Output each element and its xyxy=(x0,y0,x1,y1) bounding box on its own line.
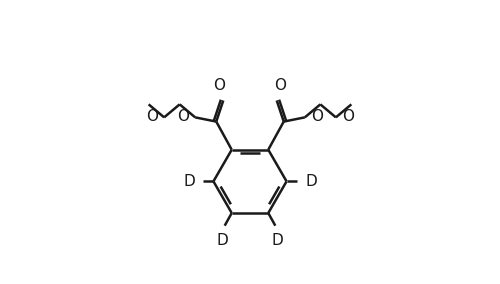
Text: O: O xyxy=(274,78,286,93)
Text: D: D xyxy=(272,233,283,248)
Text: D: D xyxy=(183,174,195,189)
Text: O: O xyxy=(311,109,323,124)
Text: O: O xyxy=(342,109,354,124)
Text: O: O xyxy=(177,109,189,124)
Text: O: O xyxy=(214,78,226,93)
Text: D: D xyxy=(305,174,317,189)
Text: O: O xyxy=(146,109,158,124)
Text: D: D xyxy=(216,233,228,248)
